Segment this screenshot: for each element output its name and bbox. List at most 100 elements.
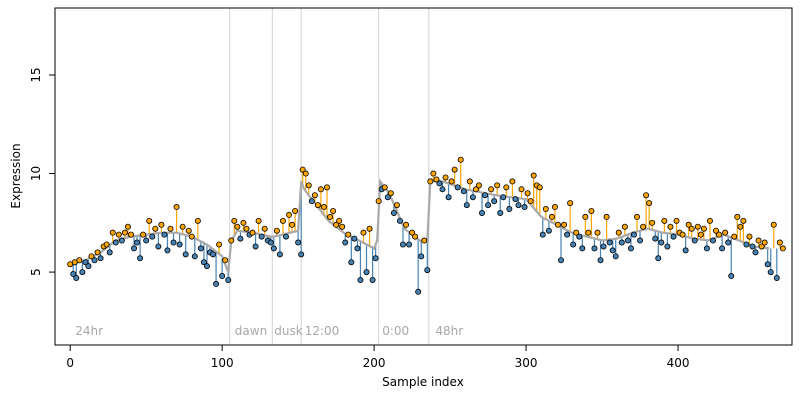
data-point [570,241,577,248]
data-point [176,241,183,248]
data-point [216,241,223,248]
data-point [354,245,361,252]
data-point [345,231,352,238]
data-point [155,243,162,250]
data-point [127,231,134,238]
data-point [357,276,364,283]
data-point [314,202,321,209]
data-point [524,190,531,197]
data-point [439,186,446,193]
data-point [515,202,522,209]
data-point [554,221,561,228]
data-point [363,269,370,276]
data-point [661,217,668,224]
data-point [396,217,403,224]
data-point [243,225,250,232]
data-point [442,174,449,181]
data-point [91,257,98,264]
data-point [527,198,534,205]
data-point [618,239,625,246]
data-point [292,207,299,214]
y-axis-title: Expression [9,143,23,208]
data-point [409,229,416,236]
data-point [164,247,171,254]
data-point [643,192,650,199]
data-point [194,217,201,224]
data-point [240,219,247,226]
data-point [158,221,165,228]
data-point [131,245,138,252]
data-point [588,207,595,214]
data-point [548,213,555,220]
x-tick-label: 100 [211,356,234,370]
data-point [564,231,571,238]
data-point [237,235,244,242]
data-point [203,263,210,270]
data-point [466,178,473,185]
data-point [118,237,125,244]
data-point [393,202,400,209]
data-point [488,186,495,193]
data-point [255,217,262,224]
data-point [76,257,83,264]
data-point [279,217,286,224]
data-point [406,241,413,248]
data-point [152,225,159,232]
data-point [282,233,289,240]
data-point [320,204,327,211]
data-point [500,194,507,201]
data-point [764,261,771,268]
data-point [612,253,619,260]
data-point [418,253,425,260]
data-point [252,243,259,250]
data-point [761,239,768,246]
data-point [567,200,574,207]
data-point [231,217,238,224]
data-point [421,237,428,244]
data-point [213,280,220,287]
data-point [591,245,598,252]
data-point [390,209,397,216]
data-point [445,194,452,201]
plot-frame [54,7,793,346]
data-point [261,225,268,232]
data-point [460,188,467,195]
data-point [276,251,283,258]
data-point [697,231,704,238]
data-point [121,229,128,236]
data-point [273,227,280,234]
data-point [573,229,580,236]
period-labels: 24hr dawn dusk 12:00 0:00 48hr [75,324,463,338]
y-tick-label: 15 [29,67,43,82]
data-point [448,178,455,185]
data-point [182,251,189,258]
data-point [369,276,376,283]
period-boundaries [229,8,430,345]
smooth-curve-group [69,178,770,273]
data-point [112,239,119,246]
data-point [94,249,101,256]
data-point [457,156,464,163]
data-point [479,209,486,216]
data-point [670,233,677,240]
data-point [482,192,489,199]
data-point [134,239,141,246]
data-point [731,233,738,240]
data-point [463,202,470,209]
data-point [597,257,604,264]
data-point [688,225,695,232]
data-point [627,245,634,252]
data-point [615,229,622,236]
data-point [73,274,80,281]
data-point [713,227,720,234]
data-point [330,207,337,214]
data-point [679,231,686,238]
data-point [387,190,394,197]
data-point [664,243,671,250]
data-point [197,245,204,252]
y-tick-label: 10 [29,166,43,181]
smooth-curve [69,178,770,273]
data-point [725,239,732,246]
